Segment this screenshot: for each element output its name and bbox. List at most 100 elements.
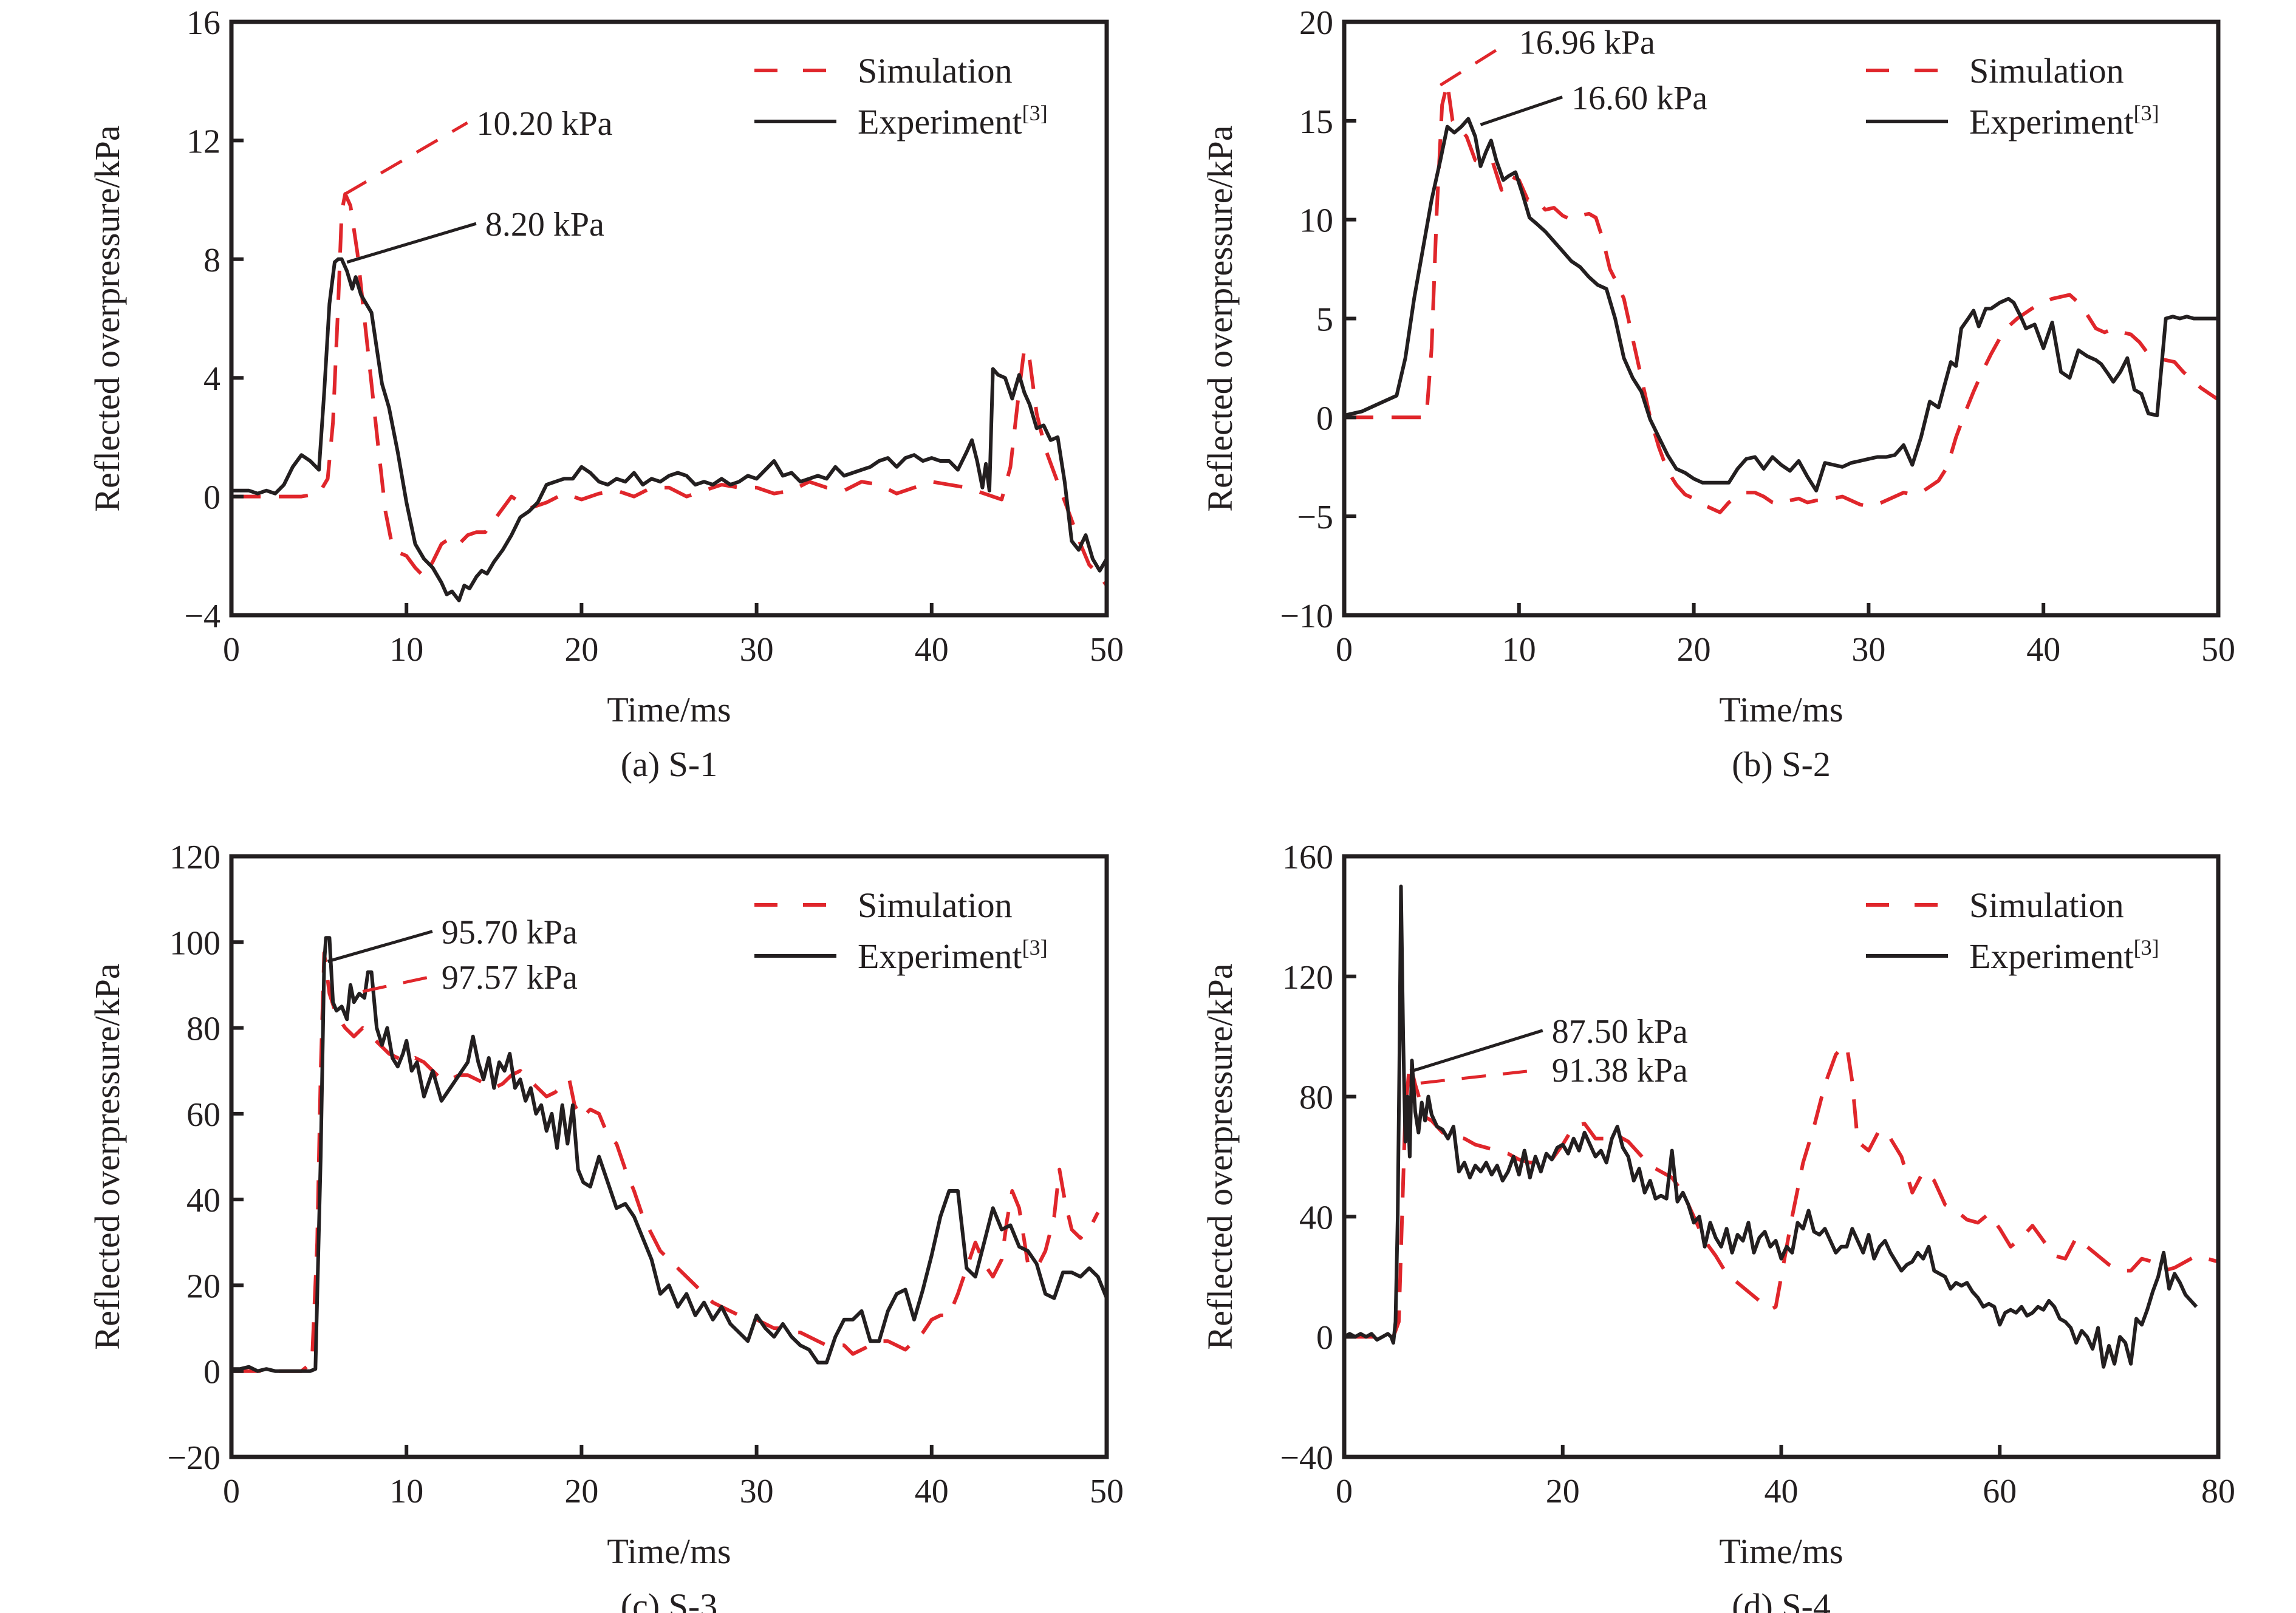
y-axis-title: Reflected overpressure/kPa: [1200, 963, 1240, 1349]
legend-label-text: Experiment: [1969, 102, 2134, 142]
x-tick-label: 30: [740, 631, 774, 669]
y-tick-label: 5: [1316, 301, 1333, 339]
series-line-simulation: [1344, 81, 2218, 514]
y-tick-label: 4: [203, 360, 220, 398]
annotation-label-simulation: 91.38 kPa: [1552, 1052, 1688, 1090]
y-tick-label: 0: [203, 1354, 220, 1391]
annotation-label-simulation: 97.57 kPa: [442, 959, 578, 997]
x-tick-label: 60: [1983, 1473, 2017, 1510]
y-tick-label: −4: [184, 598, 220, 635]
series-line-experiment: [1344, 884, 2198, 1369]
annotation-label-simulation: 16.96 kPa: [1519, 24, 1655, 62]
x-tick-label: 20: [564, 631, 598, 669]
legend-label-text: Experiment: [1969, 936, 2134, 976]
legend: Simulation Experiment[3]: [754, 885, 1048, 976]
y-tick-label: −40: [1280, 1439, 1333, 1477]
x-tick-label: 40: [915, 1473, 949, 1510]
annotation-leader-simulation: [362, 975, 433, 993]
annotation-label-experiment: 87.50 kPa: [1552, 1013, 1688, 1051]
legend-label-simulation: Simulation: [858, 885, 1013, 925]
legend: Simulation Experiment[3]: [1866, 51, 2159, 142]
y-tick-label: 15: [1299, 103, 1333, 141]
legend-label-experiment: Experiment[3]: [858, 101, 1048, 142]
x-tick-label: 10: [389, 1473, 423, 1510]
y-tick-label: 20: [1299, 4, 1333, 42]
chart-panel-c: 0 10 20 30 40 50−20020406080100120Time/msRefl…: [87, 839, 1124, 1613]
y-tick-label: 12: [186, 123, 220, 160]
y-axis-title: Reflected overpressure/kPa: [87, 125, 127, 511]
legend-label-simulation: Simulation: [858, 51, 1013, 90]
x-tick-label: 10: [1502, 631, 1536, 669]
x-tick-label: 80: [2201, 1473, 2235, 1510]
y-tick-label: 80: [186, 1011, 220, 1048]
y-tick-label: 160: [1282, 839, 1333, 876]
series-line-simulation: [231, 192, 1107, 587]
y-tick-label: −10: [1280, 598, 1333, 635]
legend-label-text: Simulation: [858, 885, 1013, 925]
legend-label-superscript: [3]: [2134, 935, 2159, 960]
series-line-simulation: [231, 950, 1100, 1373]
x-tick-label: 50: [2201, 631, 2235, 669]
annotation-leader-simulation: [1420, 1068, 1543, 1085]
y-tick-label: −20: [167, 1439, 220, 1477]
annotation-leader-experiment: [327, 930, 433, 963]
x-tick-label: 50: [1090, 631, 1124, 669]
series-line-experiment: [231, 257, 1107, 602]
annotation-label-experiment: 95.70 kPa: [442, 914, 578, 952]
y-tick-label: 0: [1316, 1319, 1333, 1357]
y-tick-label: 10: [1299, 202, 1333, 240]
y-tick-label: 20: [186, 1267, 220, 1305]
series-line-experiment: [1344, 117, 2218, 493]
x-tick-label: 0: [223, 1473, 240, 1510]
series-line-experiment: [231, 936, 1107, 1373]
chart-panel-d: 0 20 40 60 80−4004080120160Time/msReflected …: [1200, 839, 2235, 1613]
y-tick-label: 40: [1299, 1199, 1333, 1236]
series-line-simulation: [1344, 1043, 2218, 1339]
y-tick-label: 120: [1282, 959, 1333, 997]
annotation-label-simulation: 10.20 kPa: [476, 105, 612, 143]
annotation-label-experiment: 16.60 kPa: [1571, 80, 1707, 117]
legend-label-experiment: Experiment[3]: [1969, 101, 2159, 142]
panel-caption: (c) S-3: [621, 1586, 717, 1613]
x-tick-label: 30: [1851, 631, 1885, 669]
y-tick-label: −5: [1297, 499, 1333, 536]
x-axis-title: Time/ms: [607, 1532, 731, 1571]
legend: Simulation Experiment[3]: [754, 51, 1048, 142]
y-tick-label: 60: [186, 1096, 220, 1134]
x-axis-title: Time/ms: [1719, 1532, 1843, 1571]
annotation-leader-simulation: [1439, 40, 1511, 87]
panel-caption: (d) S-4: [1732, 1586, 1831, 1613]
legend-label-superscript: [3]: [1022, 101, 1048, 125]
y-axis-title: Reflected overpressure/kPa: [87, 963, 127, 1349]
x-tick-label: 40: [915, 631, 949, 669]
x-tick-label: 0: [1336, 631, 1353, 669]
legend-label-text: Experiment: [858, 102, 1022, 142]
legend-label-text: Experiment: [858, 936, 1022, 976]
x-tick-label: 20: [564, 1473, 598, 1510]
x-tick-label: 20: [1677, 631, 1711, 669]
y-tick-label: 80: [1299, 1079, 1333, 1117]
x-tick-label: 0: [1336, 1473, 1353, 1510]
legend-label-text: Simulation: [858, 51, 1013, 90]
y-tick-label: 0: [203, 479, 220, 517]
y-tick-label: 120: [169, 839, 220, 876]
x-tick-label: 50: [1090, 1473, 1124, 1510]
panel-caption: (a) S-1: [621, 745, 717, 784]
annotation-leader-simulation: [344, 121, 468, 196]
annotation-label-experiment: 8.20 kPa: [485, 206, 604, 244]
x-tick-label: 10: [389, 631, 423, 669]
x-axis-title: Time/ms: [1719, 690, 1843, 729]
legend-label-superscript: [3]: [1022, 935, 1048, 960]
legend-label-experiment: Experiment[3]: [1969, 935, 2159, 976]
legend-label-text: Simulation: [1969, 51, 2124, 90]
x-tick-label: 0: [223, 631, 240, 669]
chart-panel-b: 0 10 20 30 40 50−10−505101520Time/msReflected…: [1200, 4, 2235, 784]
annotation-leader-experiment: [346, 222, 477, 264]
x-tick-label: 20: [1546, 1473, 1580, 1510]
legend-label-superscript: [3]: [2134, 101, 2159, 125]
y-tick-label: 8: [203, 242, 220, 279]
x-axis-title: Time/ms: [607, 690, 731, 729]
y-tick-label: 100: [169, 924, 220, 962]
